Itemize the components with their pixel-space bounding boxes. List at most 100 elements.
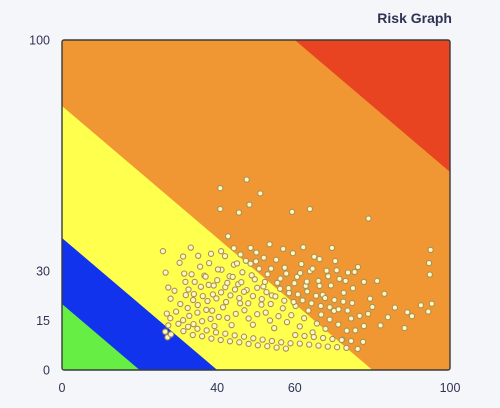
data-point (176, 259, 183, 266)
data-point (189, 296, 197, 304)
data-point (273, 256, 280, 263)
data-point (296, 323, 303, 330)
data-point (291, 280, 298, 287)
data-point (187, 244, 194, 251)
data-point (189, 331, 196, 339)
data-point (240, 333, 248, 340)
data-point (255, 265, 263, 272)
data-point (232, 310, 239, 318)
data-point (266, 241, 273, 248)
data-point (279, 305, 286, 312)
data-point (253, 249, 260, 256)
data-point (242, 257, 250, 264)
data-point (194, 301, 201, 309)
data-point (336, 275, 343, 283)
data-point (290, 298, 297, 306)
data-point (347, 337, 355, 345)
data-point (326, 304, 333, 311)
data-point (245, 340, 252, 348)
data-point (236, 294, 243, 302)
data-point (293, 273, 301, 281)
data-point (332, 257, 339, 265)
data-point (282, 345, 290, 352)
data-point (274, 279, 281, 287)
graph-title: Risk Graph (377, 10, 452, 26)
data-point (306, 205, 314, 213)
data-point (311, 253, 318, 260)
data-point (217, 289, 225, 296)
data-point (224, 233, 232, 240)
data-point (391, 304, 399, 311)
data-point (404, 309, 411, 316)
data-point (310, 333, 317, 341)
data-point (207, 315, 214, 323)
data-point (217, 336, 224, 344)
data-point (323, 267, 330, 274)
y-tick-label: 30 (36, 265, 50, 279)
data-point (165, 284, 172, 291)
data-point (264, 343, 271, 350)
data-point (309, 265, 316, 272)
data-point (175, 320, 182, 327)
data-point (272, 293, 279, 300)
data-point (210, 282, 217, 289)
data-point (211, 322, 218, 330)
data-point (280, 245, 287, 253)
data-point (329, 335, 336, 343)
data-point (221, 252, 229, 260)
data-point (249, 321, 257, 328)
data-point (250, 335, 257, 342)
data-point (335, 321, 342, 328)
data-point (300, 315, 308, 322)
data-point (338, 336, 345, 344)
data-point (252, 258, 260, 265)
data-point (283, 318, 291, 326)
data-point (184, 323, 192, 330)
data-point (263, 288, 270, 296)
data-point (303, 278, 310, 285)
data-point (195, 252, 202, 259)
data-point (343, 327, 350, 334)
data-point (240, 288, 248, 295)
data-point (254, 342, 262, 349)
data-point (319, 334, 327, 342)
x-tick-label: 100 (440, 381, 461, 395)
data-point (188, 271, 195, 278)
data-point (299, 297, 306, 304)
data-point (426, 271, 433, 278)
data-point (217, 205, 224, 213)
data-point (283, 270, 290, 277)
data-point (190, 320, 197, 328)
data-point (205, 259, 213, 267)
data-point (204, 297, 211, 305)
data-point (214, 266, 222, 273)
data-point (180, 327, 187, 335)
data-point (249, 292, 257, 300)
data-point (425, 259, 433, 267)
data-point (215, 313, 222, 321)
data-point (364, 310, 372, 318)
data-point (254, 311, 261, 318)
data-point (342, 277, 349, 285)
data-point (347, 315, 355, 322)
data-point (248, 272, 255, 279)
data-point (259, 336, 266, 343)
data-point (273, 344, 280, 351)
data-point (366, 295, 374, 302)
data-point (191, 278, 198, 286)
data-point (172, 308, 180, 315)
data-point (268, 337, 276, 345)
data-point (186, 312, 193, 320)
data-point (228, 321, 235, 329)
data-point (312, 292, 320, 299)
data-point (313, 320, 321, 327)
data-point (328, 244, 336, 252)
data-point (308, 300, 315, 307)
data-point (207, 250, 215, 257)
data-point (351, 268, 358, 276)
data-point (235, 209, 243, 216)
zone-green (62, 304, 140, 370)
data-point (301, 332, 308, 340)
data-point (236, 339, 243, 346)
data-point (179, 317, 187, 324)
